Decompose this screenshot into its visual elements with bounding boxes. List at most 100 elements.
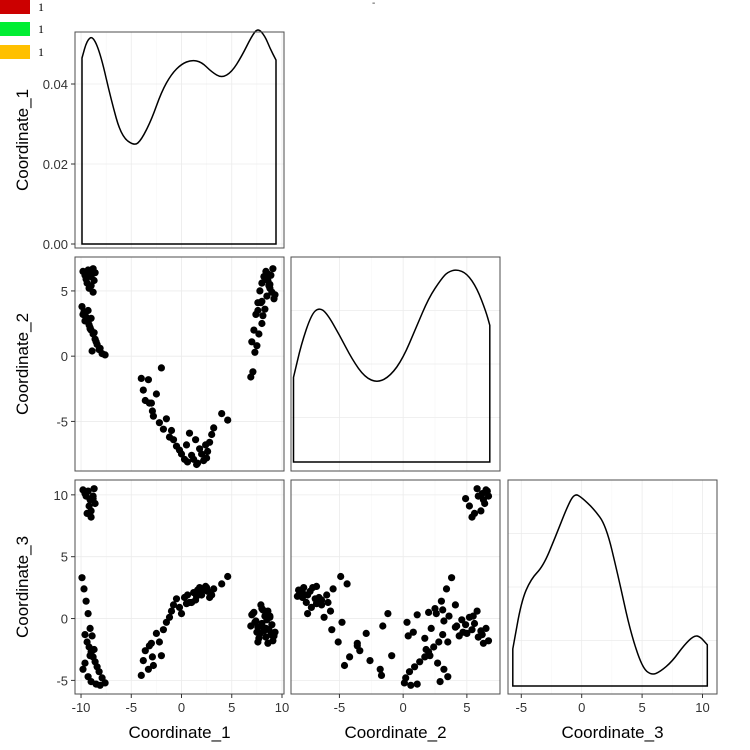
x-tick-label: -5 <box>125 700 137 715</box>
point-c2-c3 <box>474 633 482 641</box>
point-c1-c2 <box>89 288 97 296</box>
point-c1-c3 <box>88 632 96 640</box>
point-c2-c3 <box>379 622 387 630</box>
point-c1-c3 <box>208 591 216 599</box>
point-c1-c2 <box>162 415 170 423</box>
point-c2-c3 <box>323 591 331 599</box>
y-tick-label: 5 <box>61 284 68 299</box>
point-c1-c2 <box>155 419 163 427</box>
point-c1-c3 <box>271 628 279 636</box>
y-tick-label: 0.00 <box>43 237 68 252</box>
point-c1-c2 <box>90 329 98 337</box>
point-c1-c2 <box>157 364 165 372</box>
point-c2-c3 <box>453 622 461 630</box>
point-c2-c3 <box>473 607 481 615</box>
point-c2-c3 <box>481 499 489 508</box>
point-c2-c3 <box>431 605 439 613</box>
point-c2-c3 <box>334 638 342 646</box>
point-c2-c3 <box>318 596 326 604</box>
point-c1-c3 <box>159 626 167 634</box>
y-tick-label: 0.04 <box>43 77 68 92</box>
point-c2-c3 <box>337 572 345 581</box>
point-c2-c3 <box>409 628 417 636</box>
point-c2-c3 <box>340 661 349 670</box>
point-c1-c2 <box>152 390 160 398</box>
point-c2-c3 <box>302 598 310 607</box>
point-c1-c2 <box>204 447 212 455</box>
point-c1-c3 <box>144 665 152 673</box>
point-c1-c2 <box>247 373 255 381</box>
point-c2-c3 <box>458 616 466 624</box>
point-c1-c2 <box>148 407 156 415</box>
point-c2-c3 <box>473 485 481 493</box>
point-c1-c3 <box>81 659 89 667</box>
point-c2-c3 <box>422 645 430 654</box>
point-c1-c2 <box>269 265 277 273</box>
point-c1-c2 <box>79 310 87 318</box>
point-c1-c2 <box>255 330 263 338</box>
point-c1-c2 <box>258 297 266 305</box>
point-c1-c2 <box>194 459 202 467</box>
point-c1-c3 <box>87 513 95 521</box>
point-c1-c3 <box>139 657 147 665</box>
point-c1-c3 <box>86 652 94 660</box>
point-c1-c3 <box>80 585 88 593</box>
point-c1-c3 <box>145 642 153 650</box>
point-c1-c2 <box>101 351 109 359</box>
point-c1-c3 <box>172 595 181 603</box>
point-c1-c3 <box>95 668 103 676</box>
point-c2-c3 <box>338 618 346 626</box>
point-c2-c3 <box>343 580 351 588</box>
point-c2-c3 <box>407 681 415 689</box>
y-tick-label: -5 <box>56 414 68 429</box>
point-c2-c3 <box>440 617 448 625</box>
legend-swatch-red <box>0 0 30 14</box>
point-c1-c3 <box>86 624 94 633</box>
point-c1-c2 <box>203 454 211 462</box>
point-c2-c3 <box>426 652 434 660</box>
point-c2-c3 <box>444 638 452 646</box>
point-c1-c2 <box>218 410 226 418</box>
y-axis-title-2: Coordinate_2 <box>13 313 32 415</box>
x-tick-label: 5 <box>638 700 645 715</box>
panel-bg-1-0 <box>75 257 284 471</box>
top-mark: - <box>372 0 376 9</box>
panel-bg-0-0 <box>75 32 284 248</box>
point-c2-c3 <box>411 663 419 671</box>
legend-label-green: 1 <box>38 22 44 36</box>
x-tick-label: 5 <box>463 700 470 715</box>
point-c2-c3 <box>366 657 374 665</box>
density-coordinate-3 <box>512 494 709 687</box>
point-c2-c3 <box>439 606 447 614</box>
point-c1-c3 <box>203 584 211 592</box>
point-c1-c3 <box>90 485 98 493</box>
y-axis-title-1: Coordinate_1 <box>13 89 32 191</box>
point-c1-c3 <box>247 622 255 630</box>
point-c1-c2 <box>96 344 104 352</box>
point-c1-c3 <box>137 671 145 680</box>
point-c1-c3 <box>155 638 163 646</box>
x-axis-title-1: Coordinate_1 <box>128 723 230 742</box>
point-c1-c3 <box>183 591 192 599</box>
point-c2-c3 <box>304 610 312 618</box>
panel-border-2-1 <box>290 479 501 695</box>
point-c1-c3 <box>224 572 232 581</box>
point-c1-c3 <box>262 633 270 641</box>
point-c2-c3 <box>468 626 476 634</box>
point-c2-c3 <box>444 673 452 681</box>
point-c1-c2 <box>84 306 92 315</box>
x-axis-title-3: Coordinate_3 <box>561 723 663 742</box>
legend-label-yellow: 1 <box>38 45 44 59</box>
point-c2-c3 <box>468 513 476 521</box>
point-c1-c2 <box>159 425 167 433</box>
legend-label-red: 1 <box>38 0 44 14</box>
point-c1-c3 <box>81 631 89 639</box>
point-c2-c3 <box>384 610 392 618</box>
y-tick-label: 0 <box>61 612 68 627</box>
point-c2-c3 <box>470 619 479 628</box>
point-c1-c3 <box>192 596 200 604</box>
point-c1-c2 <box>206 438 214 446</box>
point-c1-c3 <box>259 606 267 614</box>
point-c1-c3 <box>149 661 157 670</box>
point-c1-c2 <box>251 348 259 356</box>
